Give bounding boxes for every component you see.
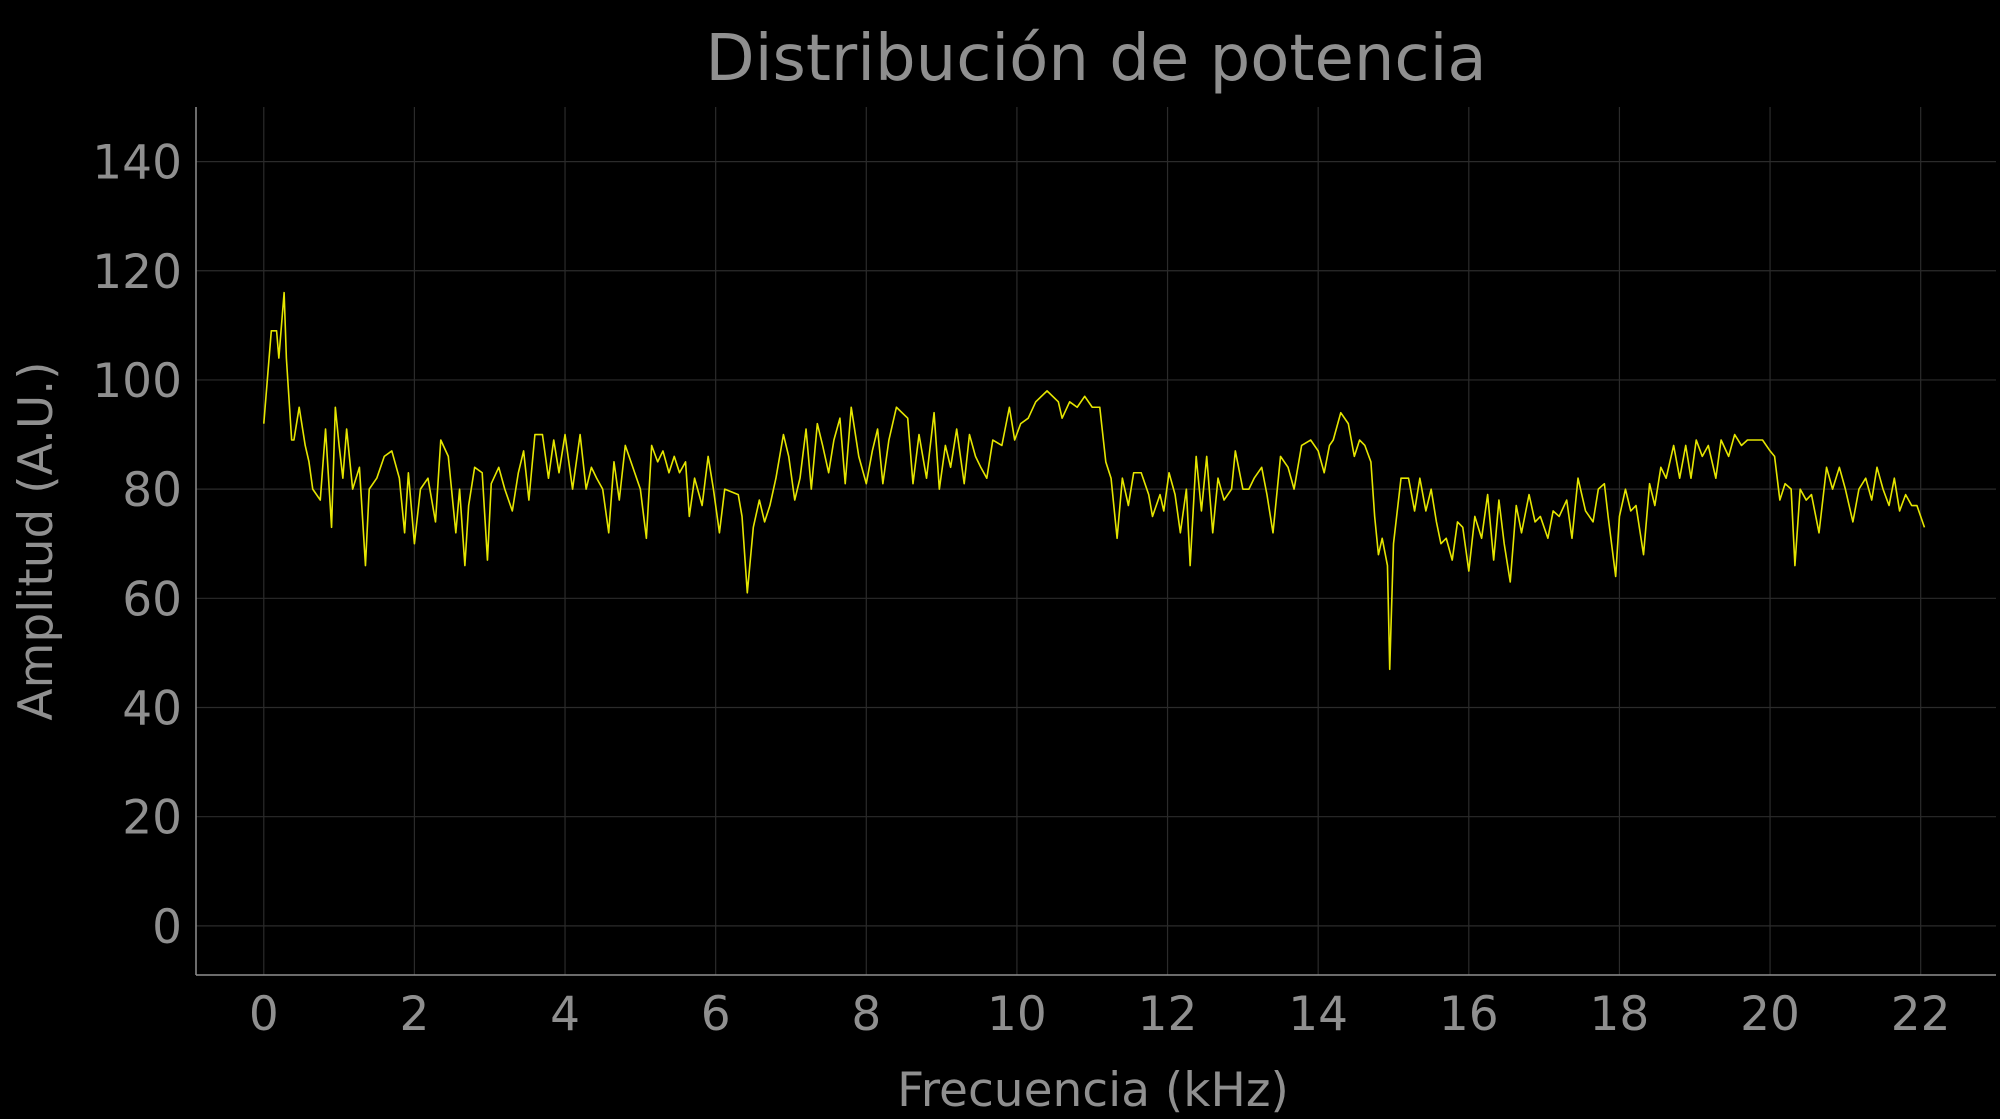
y-tick-label: 80 xyxy=(122,463,182,518)
y-tick-label: 140 xyxy=(92,136,182,191)
y-tick-label: 60 xyxy=(122,572,182,627)
x-tick-label: 14 xyxy=(1288,987,1348,1042)
y-axis-label: Amplitud (A.U.) xyxy=(9,361,64,720)
y-tick-label: 100 xyxy=(92,354,182,409)
x-tick-label: 2 xyxy=(399,987,429,1042)
x-tick-label: 22 xyxy=(1891,987,1951,1042)
x-axis-label: Frecuencia (kHz) xyxy=(897,1063,1289,1118)
x-tick-label: 12 xyxy=(1138,987,1198,1042)
x-tick-label: 4 xyxy=(550,987,580,1042)
x-tick-label: 0 xyxy=(249,987,279,1042)
x-tick-label: 10 xyxy=(987,987,1047,1042)
chart-title: Distribución de potencia xyxy=(705,22,1486,96)
series xyxy=(262,291,1926,671)
x-tick-labels: 0 2 4 6 8 10 12 14 16 18 20 22 xyxy=(249,987,1951,1042)
y-tick-label: 120 xyxy=(92,245,182,300)
y-tick-label: 0 xyxy=(152,900,182,955)
x-tick-label: 8 xyxy=(851,987,881,1042)
series-line xyxy=(262,291,1926,671)
y-tick-label: 20 xyxy=(122,791,182,846)
axes xyxy=(195,107,1996,976)
y-tick-labels: 0 20 40 60 80 100 120 140 xyxy=(92,136,182,955)
grid-lines xyxy=(196,107,1996,975)
x-tick-label: 20 xyxy=(1740,987,1800,1042)
y-tick-label: 40 xyxy=(122,682,182,737)
x-tick-label: 6 xyxy=(701,987,731,1042)
x-tick-label: 16 xyxy=(1439,987,1499,1042)
x-tick-label: 18 xyxy=(1590,987,1650,1042)
